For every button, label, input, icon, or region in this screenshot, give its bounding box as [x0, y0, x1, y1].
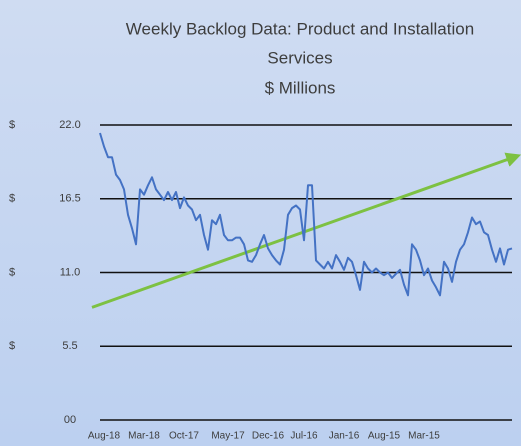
x-tick-label: Jul-16 [290, 431, 318, 442]
x-tick-label: Mar-15 [408, 431, 440, 442]
y-tick-label: 11.0 [60, 266, 81, 278]
x-tick-label: Mar-18 [128, 431, 160, 442]
x-tick-label: May-17 [211, 431, 245, 442]
chart-title: Services [267, 48, 332, 67]
y-tick-label: 16.5 [59, 193, 80, 205]
x-tick-label: Oct-17 [169, 431, 199, 442]
y-tick-label: 5.5 [62, 340, 77, 352]
x-tick-label: Aug-15 [368, 431, 401, 442]
y-tick-prefix: $ [9, 266, 15, 278]
x-tick-label: Dec-16 [252, 431, 285, 442]
data-line [99, 132, 513, 297]
y-tick-prefix: $ [9, 119, 15, 131]
y-tick-prefix: $ [9, 193, 15, 205]
chart-title: Weekly Backlog Data: Product and Install… [126, 19, 474, 38]
y-tick-label: 22.0 [59, 119, 80, 131]
y-tick-prefix: $ [9, 340, 15, 352]
x-tick-label: Aug-18 [88, 431, 121, 442]
chart-title: $ Millions [265, 78, 336, 97]
y-tick-label: 00 [64, 414, 76, 426]
x-tick-label: Jan-16 [329, 431, 360, 442]
